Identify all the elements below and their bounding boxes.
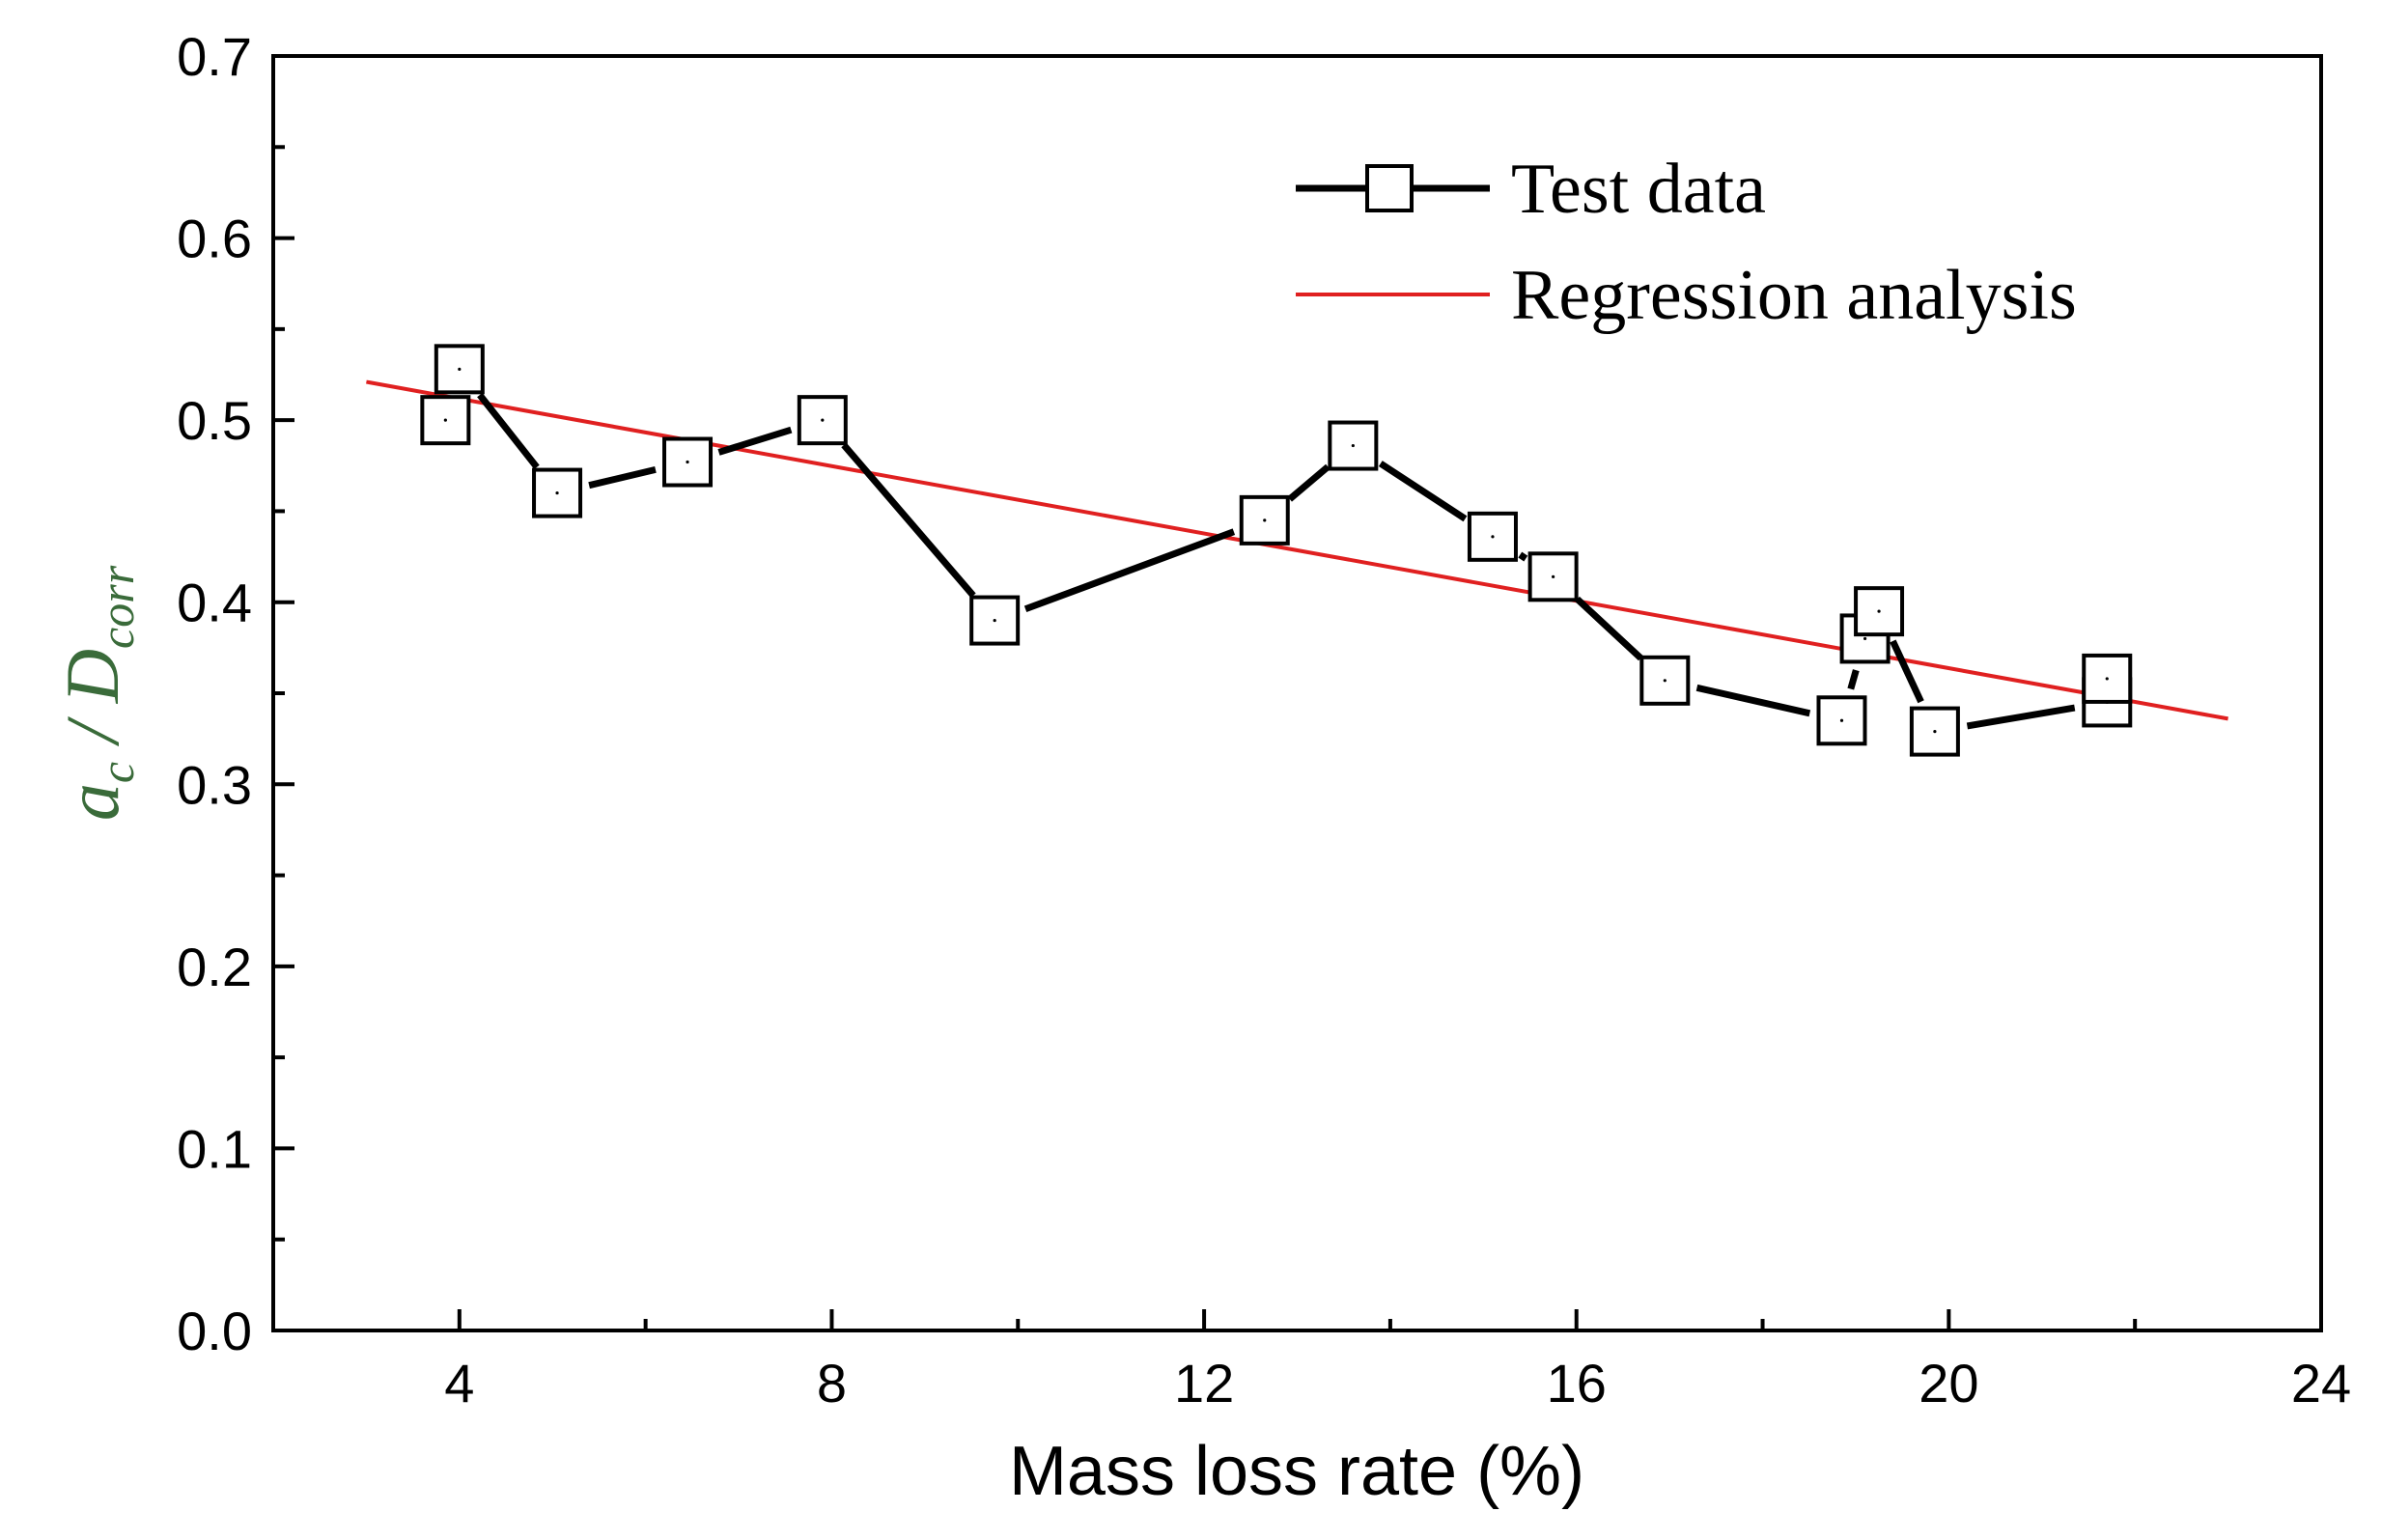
x-tick-label: 4 <box>444 1353 474 1414</box>
test-data-point-center <box>443 418 447 422</box>
test-data-segment <box>1287 463 1331 502</box>
legend-test-label: Test data <box>1511 150 1766 229</box>
y-axis-title: ac / Dcorr <box>50 565 144 821</box>
test-data-point-center <box>1877 609 1881 613</box>
test-data-point-center <box>1263 518 1267 522</box>
test-data-segment <box>1518 551 1528 562</box>
test-data-segment <box>717 426 793 456</box>
y-axis-title-a: a <box>50 783 134 821</box>
test-data-point-center <box>993 618 996 623</box>
test-data-segment <box>1378 461 1468 522</box>
x-tick-label: 16 <box>1547 1353 1607 1414</box>
y-tick-label: 0.6 <box>177 209 252 269</box>
test-data-segment <box>1966 704 2076 730</box>
y-axis-title-sep: / <box>50 703 134 762</box>
test-data-segment <box>1695 684 1811 717</box>
x-tick-label: 24 <box>2291 1353 2351 1414</box>
test-data-segment <box>1890 639 1924 704</box>
test-data-segment <box>477 392 540 470</box>
x-tick-label: 8 <box>817 1353 847 1414</box>
test-data-point-center <box>686 460 689 464</box>
legend: Test data Regression analysis <box>1296 150 2077 335</box>
y-axis-title-sub-c: c <box>90 762 144 783</box>
y-tick-label: 0.0 <box>177 1301 252 1361</box>
legend-regression-label: Regression analysis <box>1511 256 2077 335</box>
test-data-segment <box>1847 669 1860 690</box>
y-tick-label: 0.5 <box>177 390 252 451</box>
test-data-point-center <box>458 367 462 371</box>
test-data-point-center <box>1933 730 1937 734</box>
y-axis-title-sub-corr: corr <box>90 565 144 649</box>
y-axis-title-d: D <box>50 649 134 704</box>
test-data-point-center <box>1839 718 1844 722</box>
test-data-segment <box>1023 528 1236 613</box>
test-data-segment <box>1575 596 1643 661</box>
regression-series <box>366 379 2228 721</box>
legend-test-marker <box>1365 164 1414 212</box>
regression-line <box>366 379 2228 721</box>
x-tick-label: 12 <box>1174 1353 1234 1414</box>
axis-ticks <box>273 54 2323 1332</box>
test-data-point-center <box>1491 535 1495 539</box>
y-tick-label: 0.3 <box>177 754 252 815</box>
tick-labels: 4 8 12 16 20 24 0.0 0.1 0.2 0.3 0.4 0.5 0.6 0.7 <box>177 26 2351 1414</box>
x-tick-label: 20 <box>1919 1353 1978 1414</box>
plot-area <box>271 54 2323 1332</box>
test-data-point-center <box>1351 443 1355 448</box>
y-tick-label: 0.1 <box>177 1118 252 1179</box>
y-tick-label: 0.7 <box>177 26 252 87</box>
test-data-markers <box>420 344 2133 757</box>
test-data-segment <box>588 465 657 490</box>
test-data-point <box>797 395 848 446</box>
test-data-line <box>477 392 2076 730</box>
test-data-point-center <box>1863 636 1867 641</box>
plot-frame <box>271 54 2323 1332</box>
test-data-point-center <box>555 490 559 495</box>
test-data-point-center <box>2105 677 2109 681</box>
test-data-point-center <box>1663 679 1667 683</box>
x-axis-title: Mass loss rate (%) <box>1009 1433 1584 1510</box>
test-data-point-center <box>821 418 825 422</box>
test-data-segment <box>841 442 976 599</box>
test-data-point-center <box>1552 574 1555 578</box>
test-data-point <box>969 595 1021 646</box>
test-data-point <box>1328 420 1379 471</box>
y-tick-label: 0.2 <box>177 937 252 997</box>
y-tick-label: 0.4 <box>177 573 252 633</box>
test-data-point <box>420 395 471 446</box>
